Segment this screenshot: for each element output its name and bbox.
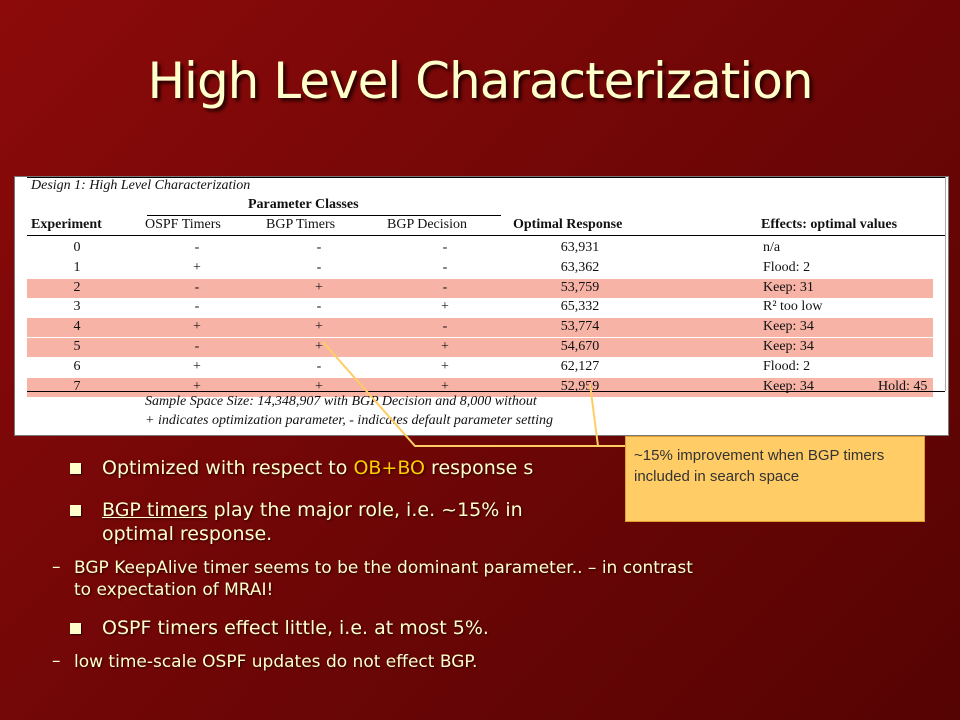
cell-effects: Flood: 2: [763, 259, 811, 275]
cell-optimal-response: 53,774: [560, 319, 600, 335]
cell-experiment: 1: [73, 259, 81, 275]
bgp-timers-underlined: BGP timers: [102, 499, 208, 521]
table-row: 4 + + - 53,774 Keep: 34: [27, 318, 933, 338]
dash-marker: –: [52, 651, 61, 671]
table-row: 1 + - - 63,362 Flood: 2: [27, 259, 933, 278]
sample-space-note: Sample Space Size: 14,348,907 with BGP D…: [145, 394, 537, 409]
legend-note: + indicates optimization parameter, - in…: [145, 413, 554, 428]
header-bgp-timers: BGP Timers: [266, 217, 336, 232]
results-table: Design 1: High Level Characterization Pa…: [14, 176, 949, 436]
cell-effects: Flood: 2: [763, 358, 811, 374]
header-bgp-decision: BGP Decision: [387, 217, 467, 232]
cell-effects: n/a: [763, 240, 781, 255]
cell-experiment: 5: [73, 339, 81, 354]
cell-effects-extra: Hold: 45: [878, 378, 928, 394]
bullet-bgp-timers-line1: play the major role, i.e. ~15% in: [207, 499, 523, 521]
cell-optimal-response: 62,127: [560, 358, 600, 374]
cell-effects: Keep: 31: [763, 279, 814, 295]
bullet-optimized-text: Optimized with respect to: [102, 457, 354, 479]
parameter-classes-rule: [147, 215, 501, 216]
table-bottom-rule: [27, 391, 945, 392]
cell-bgp-decision: -: [442, 259, 448, 275]
cell-bgp-decision: -: [442, 279, 448, 295]
header-rule: [27, 235, 945, 236]
header-experiment: Experiment: [31, 217, 102, 232]
table-row: 5 - + +54,670 Keep: 34: [27, 338, 933, 357]
cell-ospf-timers: +: [193, 319, 201, 335]
sub-bullet-keepalive-line2: to expectation of MRAI!: [74, 580, 274, 600]
cell-bgp-decision: -: [442, 319, 448, 335]
cell-experiment: 7: [73, 378, 81, 394]
cell-effects: Keep: 34: [763, 378, 814, 394]
cell-optimal-response: 63,362: [560, 259, 600, 275]
header-ospf-timers: OSPF Timers: [145, 217, 221, 232]
bullet-ospf-timers-text: OSPF timers effect little, i.e. at most …: [102, 617, 489, 639]
cell-bgp-decision: +: [441, 378, 449, 394]
cell-bgp-timers: +: [315, 378, 323, 394]
cell-bgp-timers: -: [316, 259, 322, 275]
bullet-square-icon: [70, 505, 81, 516]
improvement-callout: ~15% improvement when BGP timers include…: [625, 436, 925, 522]
cell-optimal-response: 54,670: [560, 339, 600, 354]
cell-experiment: 3: [73, 299, 81, 315]
cell-bgp-decision: +: [441, 299, 449, 315]
sub-bullet-keepalive-line1: BGP KeepAlive timer seems to be the domi…: [74, 558, 693, 578]
table-row: 6 + - +62,127 Flood: 2: [27, 358, 933, 377]
bullet-bgp-timers-line2: optimal response.: [102, 523, 273, 545]
cell-effects: R² too low: [763, 299, 823, 315]
cell-ospf-timers: +: [193, 259, 201, 275]
table-top-rule: [27, 177, 945, 178]
cell-optimal-response: 65,332: [560, 299, 600, 315]
ob-bo-highlight: OB+BO: [353, 457, 426, 479]
cell-ospf-timers: +: [193, 378, 201, 394]
parameter-classes-heading: Parameter Classes: [248, 197, 359, 212]
table-row: 0 - - - 63,931 n/a: [27, 239, 933, 258]
cell-experiment: 6: [73, 358, 81, 374]
cell-ospf-timers: -: [194, 299, 200, 315]
cell-ospf-timers: +: [193, 358, 201, 374]
cell-optimal-response: 52,959: [560, 378, 600, 394]
cell-bgp-timers: +: [315, 279, 323, 295]
header-effects: Effects: optimal values: [761, 217, 898, 232]
cell-experiment: 4: [73, 319, 81, 335]
bullet-square-icon: [70, 623, 81, 634]
cell-bgp-decision: -: [442, 240, 448, 255]
dash-marker: –: [52, 557, 61, 577]
cell-bgp-decision: +: [441, 339, 449, 354]
sub-bullet-ospf-updates-text: low time-scale OSPF updates do not effec…: [74, 652, 478, 672]
header-optimal-response: Optimal Response: [513, 217, 623, 232]
cell-ospf-timers: -: [194, 279, 200, 295]
table-caption: Design 1: High Level Characterization: [31, 178, 251, 193]
table-side-rule: [945, 177, 946, 391]
cell-bgp-timers: -: [316, 358, 322, 374]
cell-bgp-decision: +: [441, 358, 449, 374]
bullet-optimized-tail: response s: [425, 457, 534, 479]
table-row: 3 - - +65,332 R² too low: [27, 298, 933, 317]
cell-ospf-timers: -: [194, 240, 200, 255]
cell-bgp-timers: -: [316, 240, 322, 255]
cell-optimal-response: 53,759: [560, 279, 600, 295]
table-row: 2 - + - 53,759 Keep: 31: [27, 278, 933, 298]
cell-optimal-response: 63,931: [560, 240, 600, 255]
cell-bgp-timers: +: [315, 339, 323, 354]
slide-title: High Level Characterization: [147, 52, 813, 110]
cell-effects: Keep: 34: [763, 319, 814, 335]
cell-effects: Keep: 34: [763, 339, 814, 354]
cell-experiment: 2: [73, 279, 81, 295]
cell-ospf-timers: -: [194, 339, 200, 354]
cell-bgp-timers: -: [316, 299, 322, 315]
cell-bgp-timers: +: [315, 319, 323, 335]
bullet-square-icon: [70, 463, 81, 474]
cell-experiment: 0: [73, 240, 81, 255]
